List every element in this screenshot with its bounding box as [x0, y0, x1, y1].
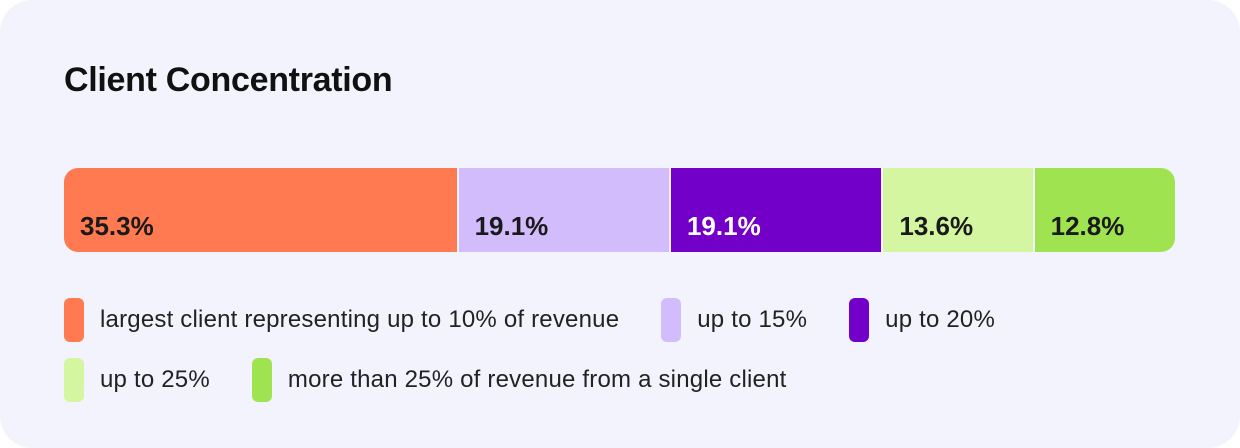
legend-item: more than 25% of revenue from a single c… [251, 358, 787, 402]
data-label: 35.3% [80, 211, 154, 241]
legend-swatch [661, 298, 682, 342]
legend-row: up to 25% more than 25% of revenue from a… [64, 356, 1184, 404]
data-label: 19.1% [474, 211, 549, 241]
legend-item: up to 20% [849, 298, 995, 342]
legend-swatch [849, 298, 870, 342]
legend-label: up to 20% [885, 306, 996, 333]
legend-item: up to 15% [661, 298, 807, 342]
legend-label: more than 25% of revenue from a single c… [287, 366, 787, 393]
legend-item: up to 25% [64, 358, 210, 402]
legend-row: largest client representing up to 10% of… [64, 296, 1184, 344]
legend-label: up to 15% [697, 306, 808, 333]
stacked-bar: 35.3% 19.1% 19.1% 13.6% 12.8% [64, 168, 1175, 252]
bar-segment: 19.1% [668, 168, 882, 252]
bar-segment: 13.6% [881, 168, 1033, 252]
legend-swatch [64, 298, 84, 342]
legend-swatch [64, 358, 84, 402]
legend-swatch [251, 358, 272, 402]
chart-title: Client Concentration [64, 61, 393, 99]
legend-item: largest client representing up to 10% of… [64, 298, 619, 342]
bar-segment: 19.1% [456, 168, 669, 252]
bar-segment: 12.8% [1032, 168, 1175, 252]
legend-label: up to 25% [100, 366, 210, 393]
data-label: 12.8% [1050, 211, 1125, 241]
data-label: 13.6% [899, 211, 974, 241]
bar-segment: 35.3% [64, 168, 457, 252]
chart-legend: largest client representing up to 10% of… [64, 296, 1184, 416]
data-label: 19.1% [686, 211, 761, 241]
legend-label: largest client representing up to 10% of… [100, 306, 620, 333]
